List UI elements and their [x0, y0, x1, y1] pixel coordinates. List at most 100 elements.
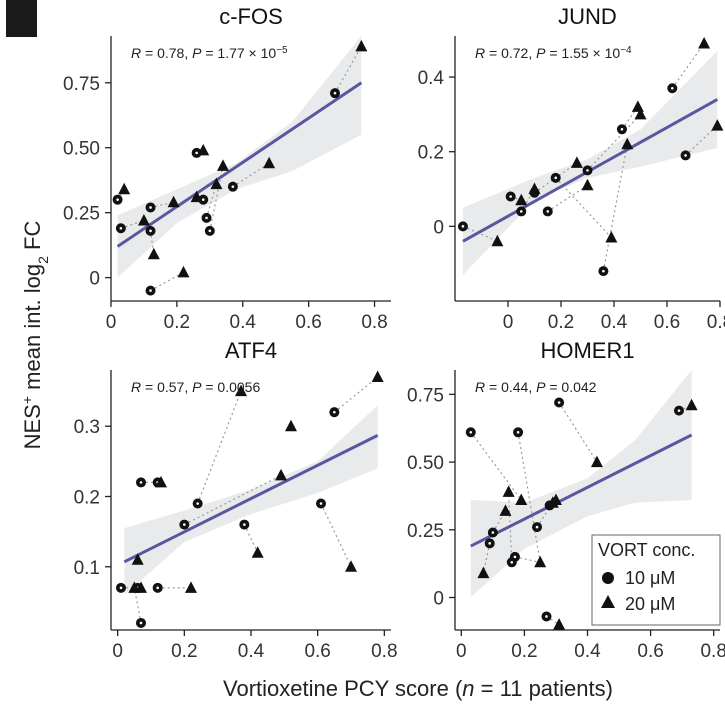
point-10um-center-atf4-9 [319, 502, 323, 505]
legend-label-10um: 10 μM [625, 568, 675, 588]
legend: VORT conc. 10 μM 20 μM [591, 534, 721, 626]
point-20um-atf4-10 [135, 581, 147, 593]
x-tick-label-atf4-3: 0.6 [304, 641, 330, 662]
point-10um-center-cfos-10 [333, 91, 337, 95]
point-10um-center-jund-8 [620, 128, 624, 131]
point-20um-homer1-2 [502, 485, 515, 497]
point-20um-homer1-9 [685, 398, 698, 411]
point-10um-center-atf4-3 [139, 621, 143, 625]
point-10um-center-homer1-1 [488, 542, 492, 545]
point-20um-homer1-0 [477, 566, 490, 579]
panel-title-atf4: ATF4 [225, 338, 277, 363]
legend-label-20um: 20 μM [625, 594, 675, 614]
x-tick-label-cfos-0: 0 [106, 312, 117, 333]
point-20um-jund-9 [698, 36, 711, 49]
point-20um-jund-1 [515, 193, 528, 206]
point-20um-jund-4 [581, 178, 594, 191]
point-20um-homer1-3 [515, 493, 528, 505]
panel-letter-block [6, 0, 37, 37]
panel-cfos: c-FOS 0 0.25 0.50 0.75 0 0.2 0.4 0.6 0.8 R = 0.78,… [63, 4, 391, 333]
x-tick-label-homer1-1: 0.2 [511, 641, 537, 662]
point-10um-center-atf4-5 [156, 586, 159, 590]
panel-title-jund: JUND [558, 4, 617, 29]
legend-circle-marker [602, 572, 614, 584]
pair-line-cfos-9 [232, 162, 270, 188]
pair-line-jund-7 [602, 144, 628, 272]
confidence-band-homer1 [470, 370, 692, 598]
pair-line-homer1-9 [558, 402, 598, 463]
point-20um-cfos-3 [167, 195, 180, 208]
y-tick-label-homer1-2: 0.50 [407, 453, 444, 474]
point-10um-center-cfos-8 [208, 229, 212, 233]
panel-title-cfos: c-FOS [219, 4, 283, 29]
x-tick-label-cfos-2: 0.4 [230, 312, 257, 333]
pair-line-atf4-10 [333, 376, 379, 413]
point-20um-jund-7 [631, 100, 644, 112]
y-tick-label-jund-0: 0 [433, 217, 444, 238]
point-20um-cfos-1 [137, 213, 150, 226]
point-10um-center-jund-9 [671, 86, 674, 90]
stats-annotation-atf4: R = 0.57, P = 0.0056 [131, 379, 260, 395]
x-tick-label-jund-3: 0.6 [654, 312, 680, 333]
point-20um-cfos-4 [177, 265, 190, 278]
point-10um-center-homer1-4 [513, 555, 517, 559]
x-tick-label-homer1-3: 0.6 [637, 641, 663, 662]
y-axis-label: NES+ mean int. log2 FC [19, 221, 51, 450]
point-20um-jund-2 [528, 182, 541, 195]
point-20um-homer1-4 [534, 555, 547, 568]
point-10um-center-jund-6 [586, 169, 589, 172]
point-10um-center-homer1-3 [510, 560, 514, 564]
confidence-band-jund [462, 50, 718, 275]
point-10um-center-cfos-3 [149, 229, 152, 233]
point-20um-jund-8 [634, 107, 647, 120]
point-10um-center-cfos-9 [231, 185, 235, 188]
x-tick-label-cfos-3: 0.6 [295, 312, 321, 333]
y-tick-label-atf4-2: 0.3 [74, 417, 100, 438]
point-20um-cfos-7 [210, 177, 223, 190]
point-20um-jund-5 [605, 231, 618, 243]
point-20um-atf4-3 [185, 581, 197, 593]
point-10um-center-jund-10 [684, 154, 687, 157]
point-10um-center-cfos-6 [201, 198, 205, 201]
point-10um-center-homer1-9 [557, 401, 561, 404]
y-tick-label-cfos-0: 0 [89, 269, 100, 290]
y-tick-label-jund-1: 0.2 [418, 143, 444, 164]
pair-line-cfos-10 [334, 46, 362, 94]
point-10um-center-cfos-7 [205, 216, 208, 220]
y-tick-label-jund-2: 0.4 [418, 68, 445, 89]
pair-line-atf4-9 [320, 503, 352, 568]
x-tick-label-atf4-1: 0.2 [171, 641, 197, 662]
y-tick-label-cfos-1: 0.25 [63, 204, 100, 225]
point-10um-center-cfos-5 [195, 151, 198, 155]
point-10um-center-homer1-7 [545, 615, 548, 618]
x-tick-label-jund-1: 0.2 [548, 312, 574, 333]
point-20um-cfos-9 [263, 156, 276, 169]
y-tick-label-homer1-3: 0.75 [407, 385, 444, 406]
point-10um-center-atf4-10 [333, 410, 336, 414]
point-10um-center-jund-2 [519, 210, 523, 213]
point-20um-homer1-8 [590, 455, 603, 468]
stats-annotation-homer1: R = 0.44, P = 0.042 [475, 379, 597, 395]
stats-annotation-cfos: R = 0.78, P = 1.77 × 10−5 [131, 45, 288, 62]
x-tick-label-cfos-1: 0.2 [164, 312, 190, 333]
point-10um-center-homer1-10 [677, 409, 681, 412]
point-20um-cfos-5 [190, 190, 203, 203]
point-20um-atf4-9 [371, 370, 384, 383]
fit-line-atf4 [123, 434, 379, 564]
y-tick-label-atf4-0: 0.1 [74, 558, 100, 579]
x-axis-label: Vortioxetine PCY score (n = 11 patients) [223, 676, 613, 701]
x-tick-label-jund-4: 0.8 [707, 312, 725, 333]
point-10um-center-jund-4 [546, 210, 550, 213]
pair-line-jund-9 [671, 43, 705, 89]
point-20um-homer1-7 [553, 618, 566, 630]
point-10um-center-cfos-4 [149, 289, 152, 292]
point-20um-jund-10 [711, 119, 724, 131]
y-tick-label-homer1-1: 0.25 [407, 521, 444, 542]
x-tick-label-homer1-2: 0.4 [574, 641, 601, 662]
pair-line-atf4-3 [133, 587, 142, 624]
point-20um-jund-6 [621, 137, 634, 150]
panel-title-homer1: HOMER1 [540, 338, 634, 363]
panel-homer1: HOMER1 0 0.25 0.50 0.75 0 0.2 0.4 0.6 0.8 R = 0.44… [407, 338, 725, 662]
pair-line-homer1-1 [482, 543, 491, 574]
